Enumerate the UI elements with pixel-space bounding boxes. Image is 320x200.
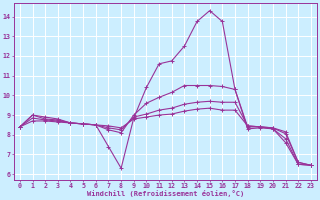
X-axis label: Windchill (Refroidissement éolien,°C): Windchill (Refroidissement éolien,°C) <box>87 190 244 197</box>
